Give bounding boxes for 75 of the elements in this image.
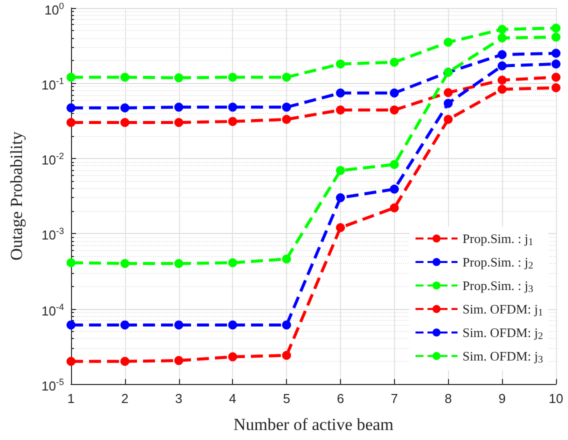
- point: [336, 223, 345, 232]
- point: [228, 258, 238, 268]
- y-tick-label: 10$^{-4}$: [42, 300, 64, 318]
- point: [228, 116, 238, 126]
- point: [444, 88, 453, 98]
- point: [174, 73, 184, 82]
- point: [444, 98, 453, 108]
- point: [390, 160, 399, 169]
- point: [282, 254, 292, 264]
- point: [228, 72, 238, 82]
- point: [498, 50, 507, 60]
- point: [66, 258, 76, 268]
- point: [552, 24, 560, 33]
- point: [282, 350, 292, 360]
- point: [120, 259, 130, 268]
- point: [390, 88, 399, 98]
- point: [282, 72, 292, 82]
- point: [174, 320, 184, 330]
- point: [552, 48, 560, 58]
- point: [552, 60, 560, 68]
- point: [120, 72, 130, 82]
- point: [390, 106, 399, 115]
- point: [498, 84, 507, 94]
- point: [120, 320, 130, 330]
- point: [336, 193, 345, 202]
- point: [282, 102, 292, 112]
- point: [498, 76, 507, 85]
- x-tick-label: 4: [229, 391, 236, 406]
- point: [498, 33, 507, 42]
- point: [336, 88, 345, 98]
- point: [66, 356, 76, 366]
- point: [390, 58, 399, 67]
- point: [552, 72, 560, 82]
- x-axis-title: Number of active beam: [233, 415, 394, 434]
- y-tick-label: 10$^{-3}$: [42, 225, 64, 243]
- y-tick-label: 10$^{-2}$: [42, 150, 64, 168]
- y-axis-title: Outage Probability: [7, 131, 26, 260]
- point: [174, 356, 184, 366]
- x-tick-label: 7: [390, 391, 398, 406]
- point: [336, 60, 345, 68]
- point: [444, 114, 453, 124]
- x-tick-label: 5: [282, 391, 290, 406]
- y-tick-label: 10$^{-5}$: [42, 376, 64, 394]
- point: [228, 320, 238, 330]
- x-tick-label: 3: [175, 391, 182, 406]
- point: [552, 32, 560, 42]
- x-tick-label: 9: [498, 391, 506, 406]
- point: [174, 259, 184, 268]
- point: [444, 38, 453, 47]
- y-tick-label: 10$^{0}$: [44, 0, 64, 18]
- point: [336, 166, 345, 176]
- point: [66, 320, 76, 330]
- x-tick-label: 6: [336, 391, 344, 406]
- point: [228, 352, 238, 362]
- point: [336, 106, 345, 115]
- point: [498, 24, 507, 34]
- point: [228, 102, 238, 112]
- x-tick-label: 8: [444, 391, 452, 406]
- point: [282, 114, 292, 124]
- x-tick-label: 2: [121, 391, 129, 406]
- point: [66, 103, 76, 112]
- point: [174, 102, 184, 112]
- point: [552, 83, 560, 92]
- y-tick-label: 10$^{-1}$: [42, 75, 64, 92]
- point: [282, 320, 292, 330]
- point: [174, 118, 184, 128]
- point: [498, 61, 507, 70]
- x-tick-label: 10: [548, 391, 564, 406]
- point: [120, 356, 130, 366]
- x-tick-label: 1: [67, 391, 75, 406]
- point: [120, 103, 130, 112]
- point: [120, 118, 130, 128]
- point: [66, 118, 76, 128]
- point: [390, 184, 399, 194]
- point: [390, 203, 399, 212]
